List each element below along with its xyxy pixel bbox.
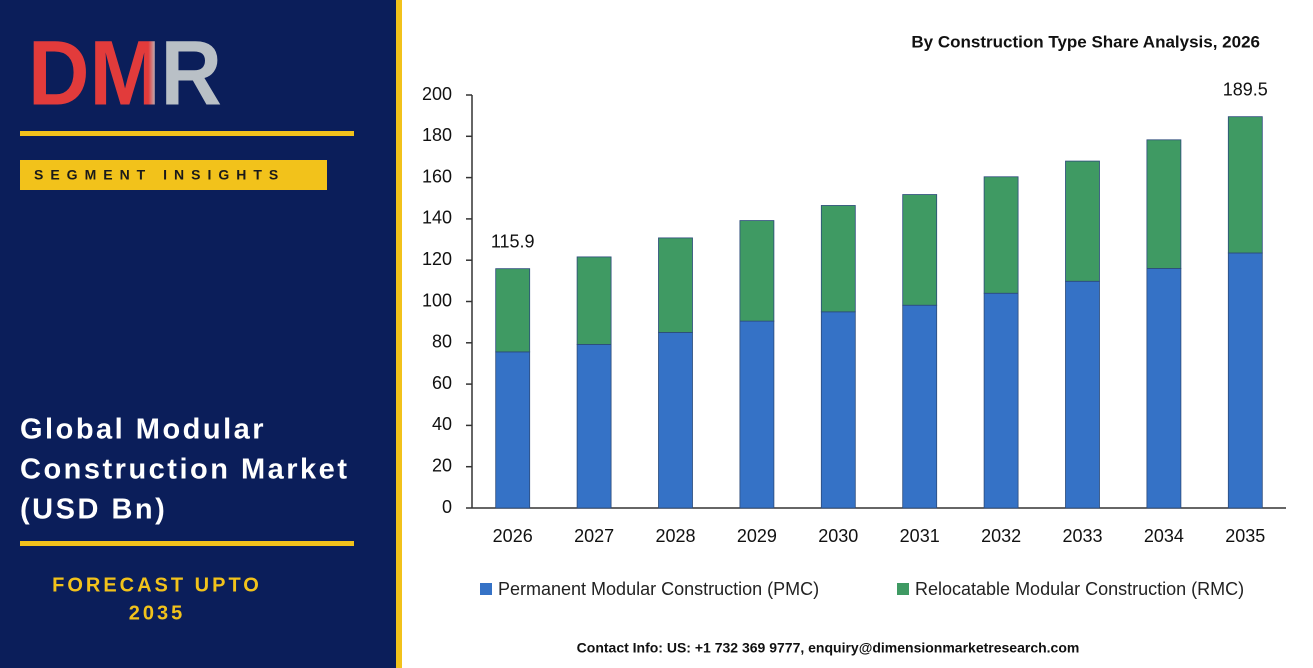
y-tick-label: 160 <box>422 166 452 186</box>
bar-segment <box>820 205 856 313</box>
legend-label: Relocatable Modular Construction (RMC) <box>915 579 1244 599</box>
bar-segment <box>1065 280 1100 509</box>
y-tick-label: 140 <box>422 208 452 228</box>
bar-segment <box>576 344 612 509</box>
bar-segment <box>1146 268 1182 509</box>
bar-segment <box>658 237 693 333</box>
footer: Contact Info: US: +1 732 369 9777, enqui… <box>577 640 1080 656</box>
y-tick-label: 0 <box>442 497 452 517</box>
bar-segment <box>1227 252 1263 509</box>
x-tick-label: 2035 <box>1225 526 1265 546</box>
y-tick-label: 40 <box>432 414 452 434</box>
logo: DMR <box>28 22 222 124</box>
x-tick-label: 2028 <box>655 526 695 546</box>
bar-segment <box>820 311 856 509</box>
bar-segment <box>576 256 612 345</box>
total-label: 115.9 <box>491 231 535 251</box>
y-tick-label: 60 <box>432 373 452 393</box>
market-title: Construction Market <box>20 454 349 486</box>
bar-segment <box>739 220 775 322</box>
x-tick-label: 2032 <box>981 526 1021 546</box>
y-tick-label: 20 <box>432 455 452 475</box>
x-tick-label: 2031 <box>900 526 940 546</box>
market-title: Global Modular <box>20 414 266 446</box>
total-label: 189.5 <box>1223 79 1268 99</box>
y-tick-label: 100 <box>422 290 452 310</box>
divider <box>20 131 354 136</box>
y-tick-label: 200 <box>422 84 452 104</box>
x-tick-label: 2034 <box>1144 526 1184 546</box>
side-stripe <box>396 0 402 668</box>
bar-segment <box>1227 116 1263 254</box>
legend-swatch <box>897 583 909 595</box>
bar-segment <box>1065 160 1100 282</box>
x-tick-label: 2027 <box>574 526 614 546</box>
legend-swatch <box>480 583 492 595</box>
x-tick-label: 2030 <box>818 526 858 546</box>
bar-segment <box>902 304 938 509</box>
plot: 0 20 40 60 80 100 120 140 160 180 200 2026 115.9 2027… <box>422 79 1286 599</box>
forecast: 2035 <box>129 602 186 624</box>
y-tick-label: 120 <box>422 249 452 269</box>
bar-segment <box>983 292 1019 509</box>
x-tick-label: 2029 <box>737 526 777 546</box>
chart-title: By Construction Type Share Analysis, 202… <box>911 32 1260 51</box>
x-tick-label: 2026 <box>493 526 533 546</box>
y-tick-label: 80 <box>432 332 452 352</box>
badge <box>20 160 327 190</box>
x-tick-label: 2033 <box>1062 526 1102 546</box>
legend-label: Permanent Modular Construction (PMC) <box>498 579 819 599</box>
market-title: (USD Bn) <box>20 494 167 526</box>
bar-segment <box>983 176 1019 294</box>
forecast: FORECAST UPTO <box>52 574 262 596</box>
divider <box>20 541 354 546</box>
bar-segment <box>739 320 775 509</box>
bar-segment <box>495 268 531 353</box>
badge-text: SEGMENT INSIGHTS <box>34 167 285 183</box>
bar-segment <box>658 332 693 509</box>
side-panel <box>0 0 396 668</box>
bar-segment <box>1146 139 1182 269</box>
y-tick-label: 180 <box>422 125 452 145</box>
bar-segment <box>495 351 531 509</box>
bar-segment <box>902 194 938 306</box>
